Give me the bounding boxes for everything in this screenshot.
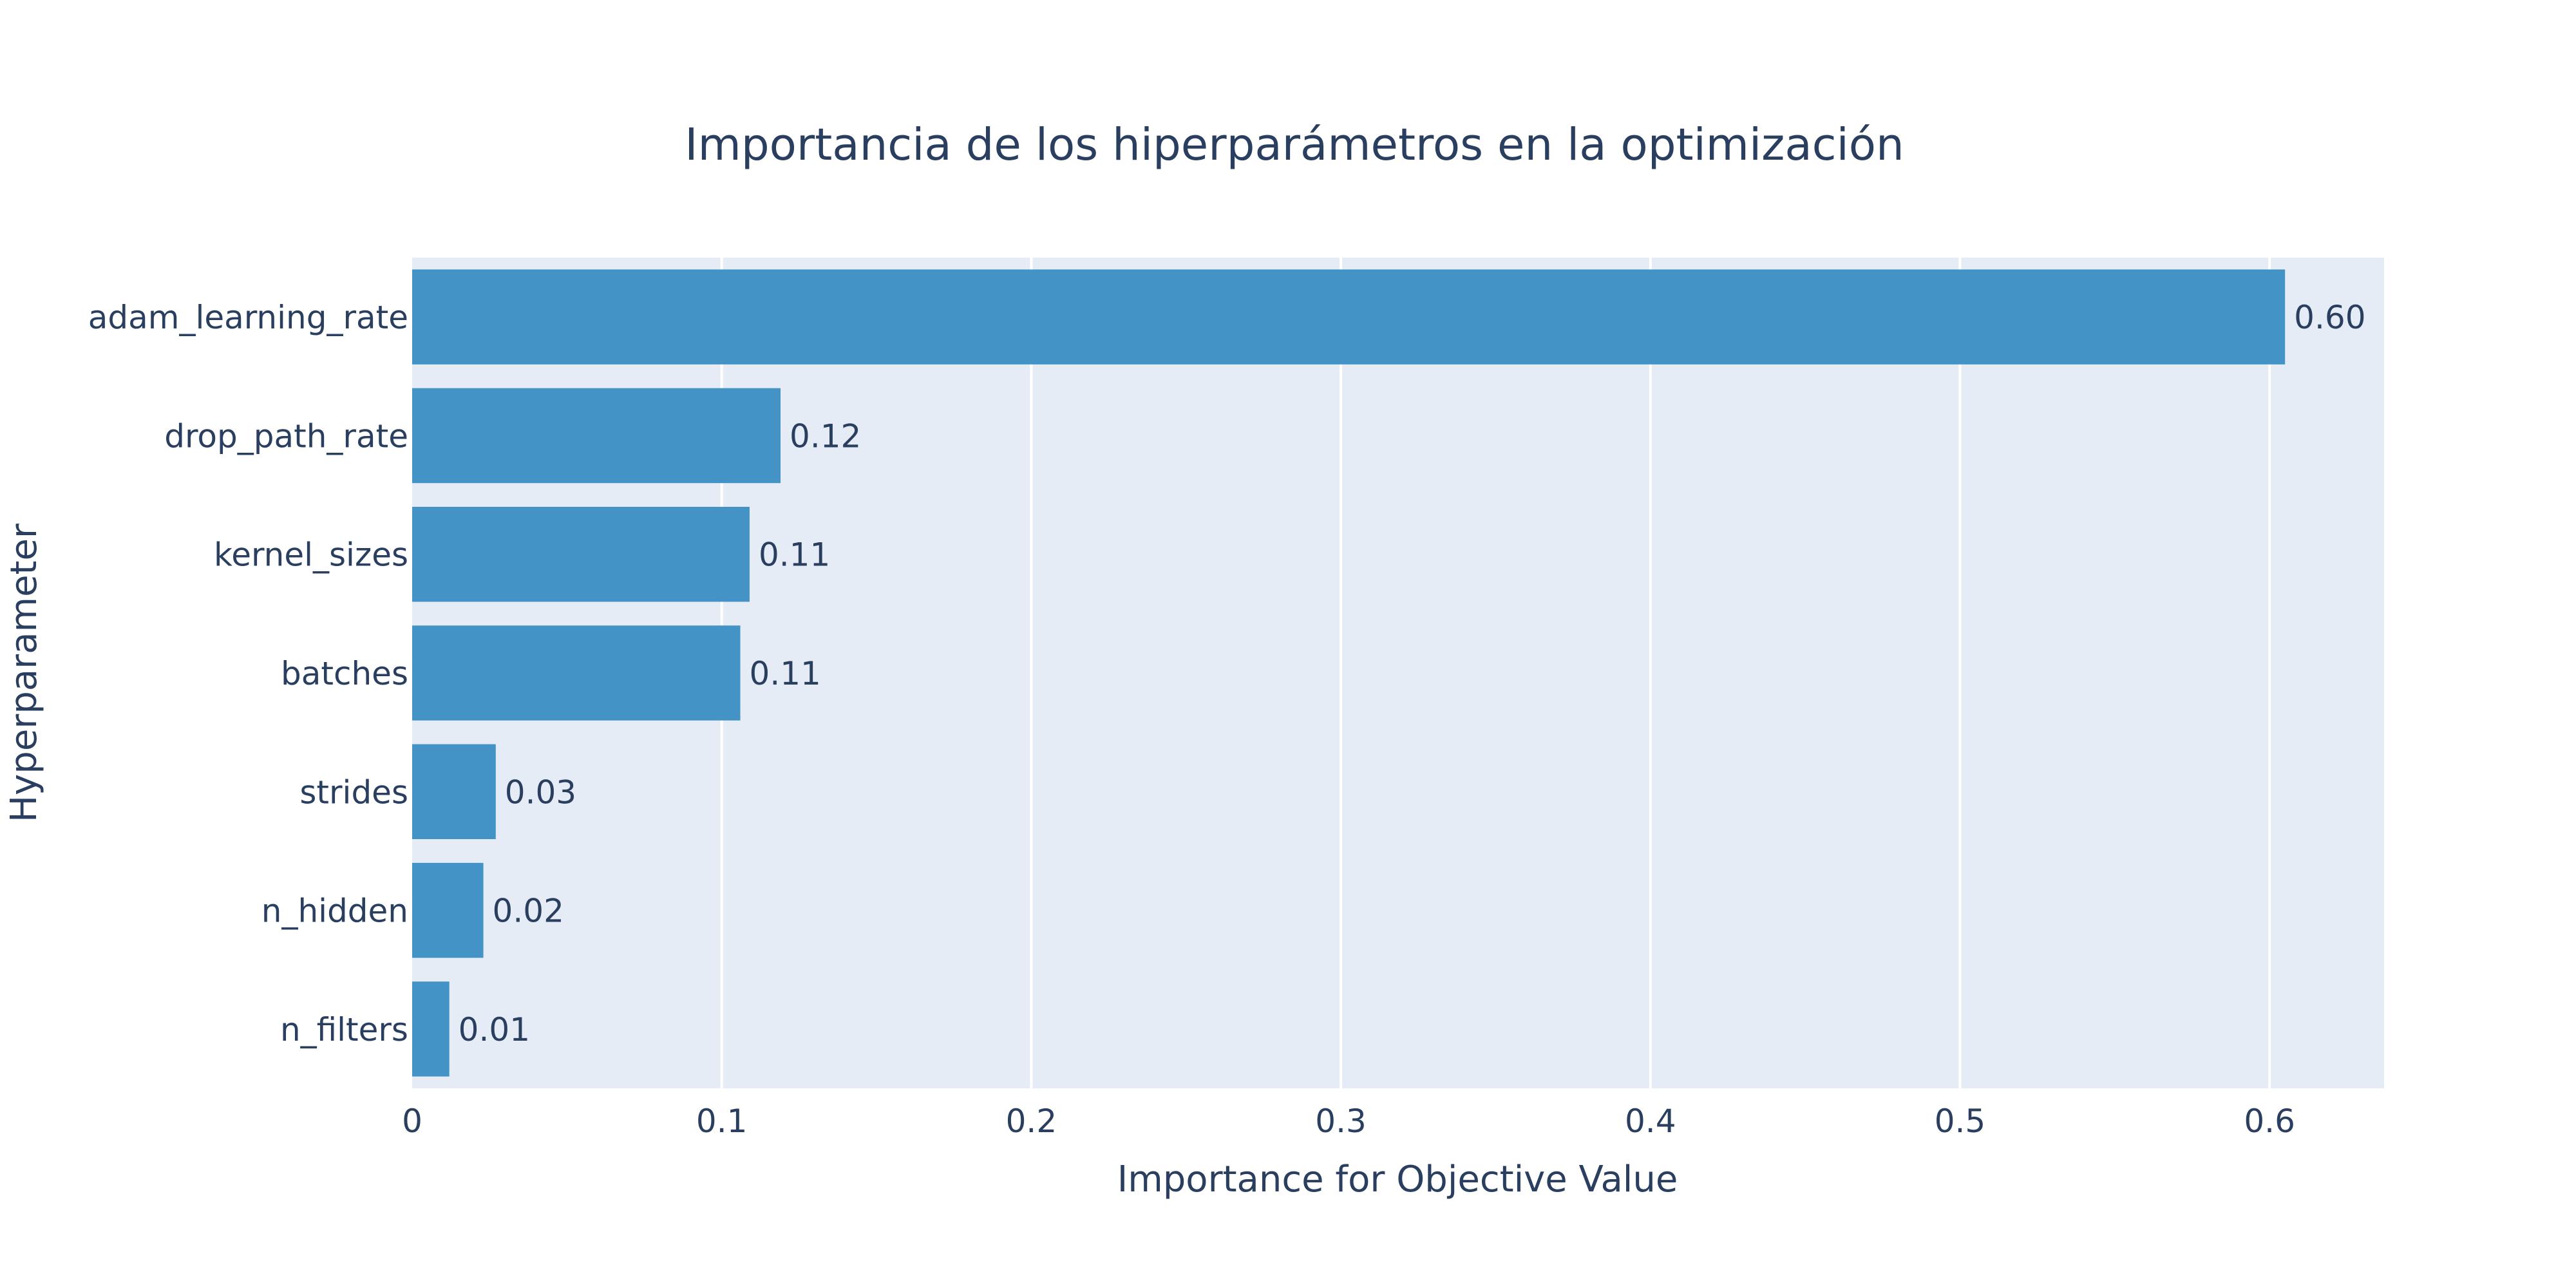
- x-tick-label: 0.2: [1006, 1103, 1057, 1140]
- data-label: 0.03: [505, 773, 576, 811]
- bar-adam-learning-rate: [412, 269, 2286, 365]
- x-tick-labels: 0 0.1 0.2 0.3 0.4 0.5 0.6: [402, 1103, 2295, 1140]
- x-axis-title: Importance for Objective Value: [1117, 1159, 1678, 1200]
- x-tick-label: 0.3: [1315, 1103, 1367, 1140]
- data-labels: 0.60 0.12 0.11 0.11 0.03 0.02 0.01: [459, 299, 2366, 1048]
- y-tick-label: n_filters: [280, 1011, 408, 1048]
- bar-n-hidden: [412, 862, 484, 958]
- data-label: 0.11: [750, 655, 821, 692]
- bars: [412, 269, 2286, 1077]
- y-tick-labels: adam_learning_rate drop_path_rate kernel_s…: [88, 299, 408, 1048]
- x-tick-label: 0: [402, 1103, 422, 1140]
- y-tick-label: drop_path_rate: [164, 417, 408, 455]
- data-label: 0.01: [459, 1011, 530, 1048]
- bar-n-filters: [412, 981, 450, 1077]
- data-label: 0.12: [790, 417, 861, 455]
- bar-strides: [412, 744, 496, 839]
- bar-kernel-sizes: [412, 507, 750, 602]
- chart-title: Importancia de los hiperparámetros en la…: [685, 119, 1904, 171]
- y-tick-label: adam_learning_rate: [88, 299, 408, 336]
- x-tick-label: 0.1: [696, 1103, 748, 1140]
- data-label: 0.60: [2294, 299, 2365, 336]
- data-label: 0.02: [493, 893, 564, 930]
- y-tick-label: kernel_sizes: [214, 536, 408, 574]
- y-axis-title: Hyperparameter: [3, 523, 45, 822]
- bar-batches: [412, 625, 741, 721]
- bar-drop-path-rate: [412, 388, 781, 484]
- y-tick-label: n_hidden: [261, 893, 408, 930]
- x-tick-label: 0.4: [1625, 1103, 1676, 1140]
- x-tick-label: 0.6: [2244, 1103, 2295, 1140]
- y-tick-label: strides: [299, 773, 408, 811]
- data-label: 0.11: [759, 536, 830, 574]
- x-tick-label: 0.5: [1935, 1103, 1986, 1140]
- y-tick-label: batches: [281, 655, 408, 692]
